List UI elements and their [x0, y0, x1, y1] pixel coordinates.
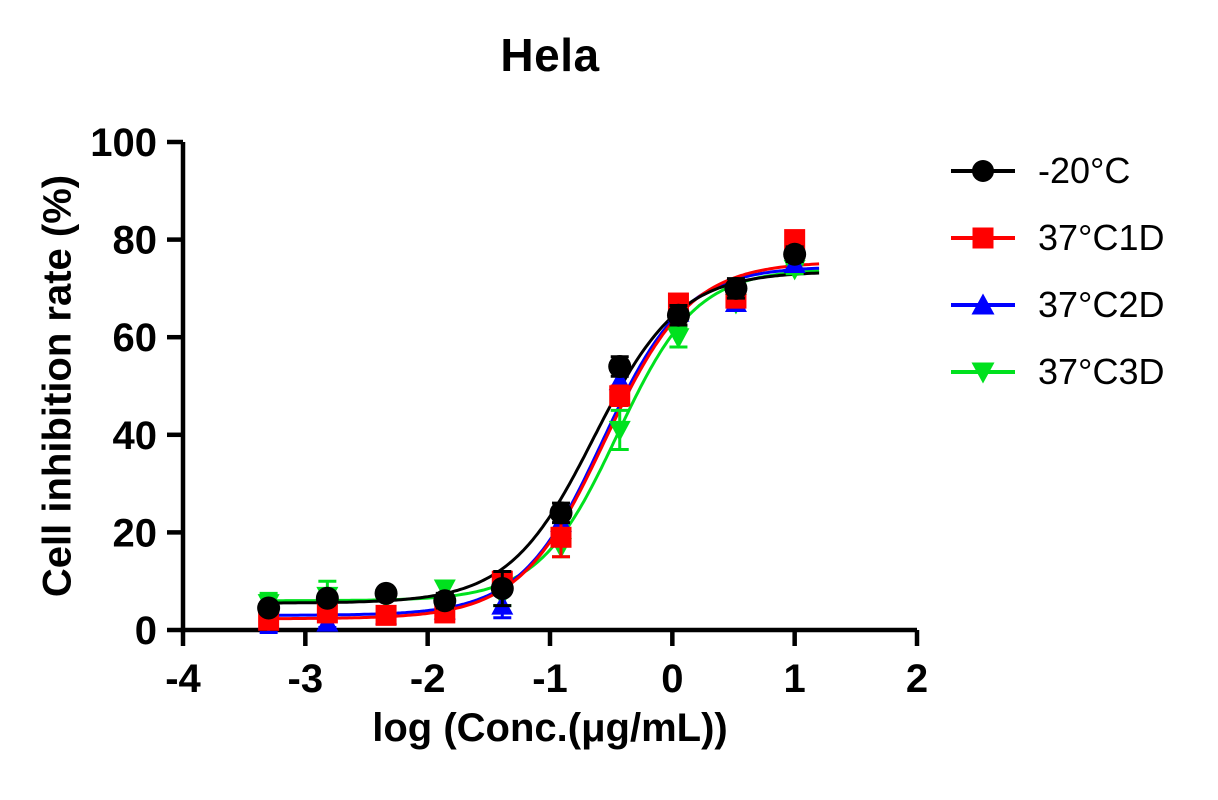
square-marker-icon: [972, 227, 994, 249]
fit-curve-series-2: [268, 266, 820, 617]
data-point-circle: [315, 586, 339, 610]
y-tick-label: 0: [135, 609, 157, 653]
fit-curve-series-0: [268, 271, 820, 605]
data-point-circle: [433, 589, 457, 613]
x-axis-label: log (Conc.(μg/mL)): [372, 706, 728, 750]
chart-title: Hela: [500, 29, 600, 81]
x-tick-label: 2: [906, 657, 928, 701]
legend-symbol-square: [951, 227, 1015, 249]
legend-label: 37°C3D: [1038, 351, 1165, 392]
data-point-square: [375, 604, 397, 626]
legend-item-37c3d: 37°C3D: [950, 351, 1165, 392]
y-tick-label: 40: [113, 414, 158, 458]
legend-item-37c1d: 37°C1D: [950, 217, 1165, 258]
data-point-circle: [608, 354, 632, 378]
data-point-triangle-down: [608, 420, 631, 442]
legend-item-37c2d: 37°C2D: [950, 284, 1165, 325]
data-point-square: [609, 385, 631, 407]
fit-curve-series-1: [268, 262, 820, 621]
data-point-circle: [783, 242, 807, 266]
circle-marker-icon: [972, 160, 994, 182]
x-tick-label: -2: [410, 657, 446, 701]
data-point-circle: [666, 303, 690, 327]
legend-symbol-triangle-up: [951, 293, 1015, 315]
legend-label: 37°C2D: [1038, 284, 1165, 325]
triangle-down-marker-icon: [971, 362, 995, 384]
data-point-circle: [549, 501, 573, 525]
data-point-square: [550, 526, 572, 548]
y-tick-label: 20: [113, 511, 158, 555]
data-point-circle: [374, 581, 398, 605]
y-tick-label: 60: [113, 316, 158, 360]
data-point-circle: [257, 596, 281, 620]
legend-symbol-triangle-down: [951, 362, 1015, 384]
data-point-circle: [724, 276, 748, 300]
x-tick-label: 1: [784, 657, 806, 701]
x-tick-label: -4: [165, 657, 201, 701]
x-tick-label: -3: [288, 657, 324, 701]
legend-symbol-circle: [951, 160, 1015, 182]
x-tick-label: -1: [532, 657, 568, 701]
data-point-triangle-down: [667, 328, 690, 349]
legend-label: 37°C1D: [1038, 217, 1165, 258]
x-tick-label: 0: [661, 657, 683, 701]
triangle-up-marker-icon: [971, 293, 995, 315]
legend-label: -20°C: [1038, 150, 1131, 191]
legend-item-minus20c: -20°C: [950, 150, 1164, 191]
y-tick-label: 100: [90, 121, 157, 165]
y-tick-label: 80: [113, 219, 158, 263]
data-point-circle: [490, 577, 514, 601]
legend: -20°C 37°C1D 37°C2D 37°C3D: [950, 150, 1165, 392]
